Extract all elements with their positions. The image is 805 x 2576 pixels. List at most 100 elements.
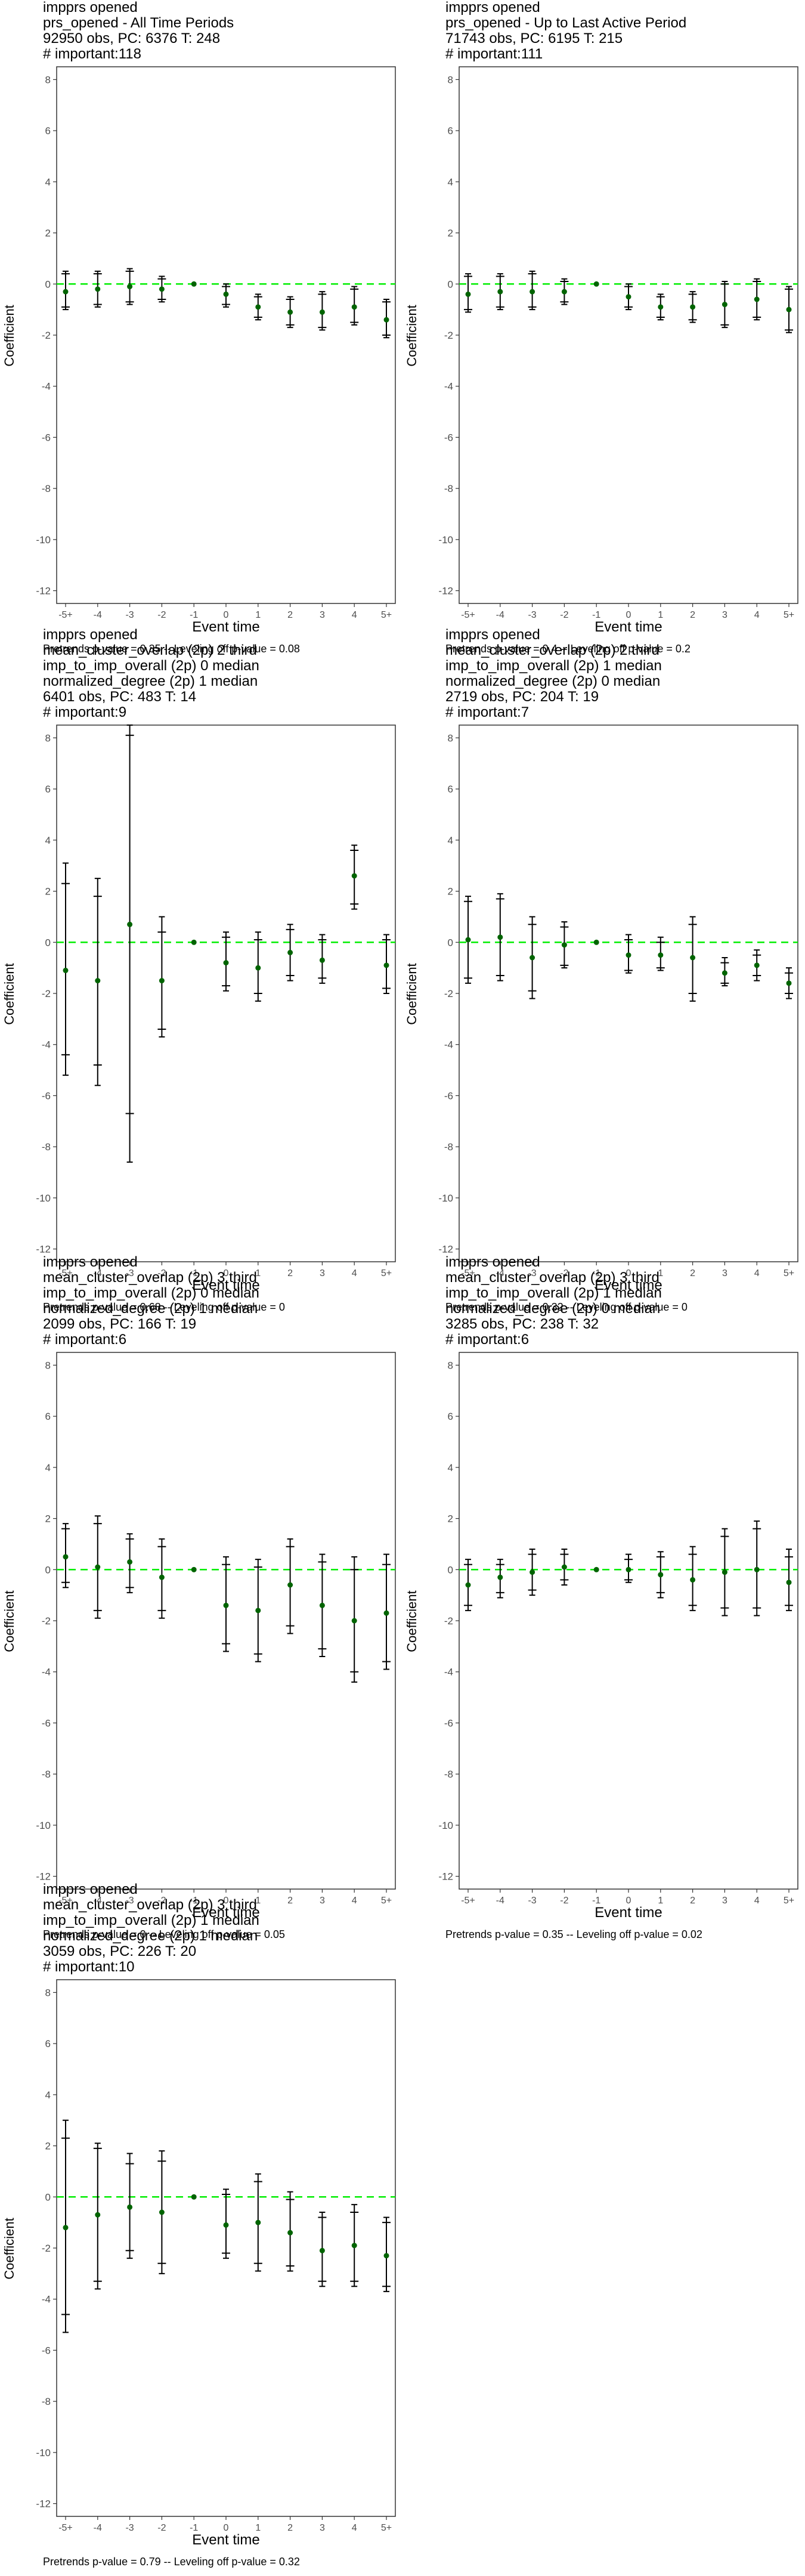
x-tick-label: -1 bbox=[190, 610, 198, 620]
y-tick-label: -10 bbox=[36, 534, 51, 546]
y-tick-label: -8 bbox=[42, 1141, 51, 1153]
x-axis-label: Event time bbox=[192, 1905, 260, 1921]
y-tick-label: -2 bbox=[42, 1615, 51, 1627]
pvalue-caption: Pretrends p-value = 0.4 -- Leveling off … bbox=[445, 643, 691, 655]
coefficient-point bbox=[191, 1566, 197, 1572]
chart-title-line: prs_opened - All Time Periods bbox=[43, 15, 234, 31]
x-tick-label: -2 bbox=[560, 610, 568, 620]
y-tick-label: 0 bbox=[45, 1564, 51, 1575]
y-tick-label: 8 bbox=[448, 732, 453, 744]
x-tick-label: 5+ bbox=[381, 610, 392, 620]
x-tick-label: -5+ bbox=[461, 1896, 475, 1906]
y-tick-label: 4 bbox=[45, 177, 51, 188]
x-tick-label: 3 bbox=[320, 610, 325, 620]
pvalue-caption: Pretrends p-value = 0.35 -- Leveling off… bbox=[445, 1928, 702, 1940]
y-tick-label: -10 bbox=[36, 1193, 51, 1204]
y-tick-label: -6 bbox=[444, 1717, 453, 1729]
pvalue-caption: Pretrends p-value = 0.79 -- Leveling off… bbox=[43, 2556, 300, 2568]
coefficient-point bbox=[287, 949, 293, 955]
coefficient-point bbox=[63, 289, 69, 295]
y-tick-label: -10 bbox=[438, 1820, 453, 1831]
x-tick-label: 2 bbox=[287, 1268, 293, 1278]
pvalue-caption: Pretrends p-value = 0.35 -- Leveling off… bbox=[43, 643, 300, 655]
plot-frame bbox=[56, 66, 396, 604]
chart-title-line: # important:10 bbox=[43, 1959, 135, 1975]
coefficient-point bbox=[658, 1572, 664, 1578]
x-tick-label: 1 bbox=[255, 1896, 261, 1906]
coefficient-point bbox=[497, 1574, 503, 1580]
x-axis-label: Event time bbox=[192, 1277, 260, 1293]
y-tick-label: 6 bbox=[45, 2038, 51, 2049]
x-axis-label: Event time bbox=[595, 1905, 662, 1921]
coefficient-point bbox=[159, 1574, 165, 1580]
chart-title-line: prs_opened - Up to Last Active Period bbox=[445, 15, 687, 31]
chart-title-line: 92950 obs, PC: 6376 T: 248 bbox=[43, 30, 221, 47]
chart-title-line: impprs opened bbox=[445, 0, 540, 16]
coefficient-point bbox=[255, 304, 261, 310]
coefficient-point bbox=[786, 306, 792, 312]
coefficient-point bbox=[191, 939, 197, 945]
x-tick-label: -4 bbox=[94, 610, 102, 620]
x-tick-label: 2 bbox=[690, 610, 695, 620]
y-tick-label: -8 bbox=[42, 483, 51, 494]
y-tick-label: -6 bbox=[42, 1090, 51, 1101]
coefficient-point bbox=[722, 1569, 727, 1575]
y-tick-label: -4 bbox=[42, 1667, 51, 1678]
plot-frame bbox=[56, 724, 396, 1262]
chart-title-line: normalized_degree (2p) 1 median bbox=[43, 1301, 258, 1317]
chart-title: impprs opened mean_cluster_overlap (2p) 2… bbox=[445, 627, 797, 720]
chart-title-line: impprs opened bbox=[43, 627, 138, 643]
chart-title-line: # important:118 bbox=[43, 46, 141, 62]
x-tick-label: 3 bbox=[320, 1896, 325, 1906]
chart-panel-3: impprs opened mean_cluster_overlap (2p) 2… bbox=[0, 627, 402, 1321]
pvalue-caption: Pretrends p-value = 0.68 -- Leveling off… bbox=[43, 1301, 285, 1313]
chart-title-line: imp_to_imp_overall (2p) 1 median bbox=[43, 1912, 259, 1928]
coefficient-point bbox=[561, 1564, 567, 1570]
coefficient-point bbox=[351, 304, 357, 310]
coefficient-point bbox=[287, 1582, 293, 1588]
coefficient-point bbox=[690, 304, 696, 310]
coefficient-point bbox=[223, 291, 229, 297]
x-tick-label: 2 bbox=[287, 610, 293, 620]
y-tick-label: -2 bbox=[42, 2243, 51, 2254]
y-tick-label: -8 bbox=[444, 1141, 453, 1153]
chart-title-line: mean_cluster_overlap (2p) 2 third bbox=[445, 642, 660, 658]
coefficient-point bbox=[383, 317, 389, 323]
x-tick-label: -5+ bbox=[58, 1896, 73, 1906]
x-tick-label: 4 bbox=[754, 1896, 760, 1906]
chart-title-line: 2099 obs, PC: 166 T: 19 bbox=[43, 1316, 197, 1332]
x-tick-label: 0 bbox=[626, 610, 631, 620]
coefficient-point bbox=[255, 1608, 261, 1614]
plot-frame bbox=[459, 724, 798, 1262]
coefficient-point bbox=[159, 978, 165, 984]
x-tick-label: 5+ bbox=[784, 610, 794, 620]
coefficient-point bbox=[626, 294, 631, 300]
y-tick-label: -6 bbox=[42, 1717, 51, 1729]
y-tick-label: 4 bbox=[448, 835, 453, 846]
y-tick-label: -2 bbox=[42, 330, 51, 341]
y-tick-label: 6 bbox=[45, 1411, 51, 1422]
x-tick-label: -4 bbox=[94, 1896, 102, 1906]
y-tick-label: 6 bbox=[45, 125, 51, 137]
coefficient-point bbox=[95, 1564, 101, 1570]
coefficient-point bbox=[690, 955, 696, 961]
x-tick-label: 4 bbox=[352, 1896, 357, 1906]
coefficient-point bbox=[561, 942, 567, 948]
coefficient-point bbox=[223, 2222, 229, 2228]
coefficient-point bbox=[287, 309, 293, 315]
x-tick-label: -3 bbox=[125, 610, 134, 620]
coefficient-point bbox=[383, 1610, 389, 1616]
coefficient-point bbox=[383, 962, 389, 968]
x-tick-label: 3 bbox=[320, 1268, 325, 1278]
chart-title-line: 3285 obs, PC: 238 T: 32 bbox=[445, 1316, 599, 1332]
chart-panel-1: impprs opened prs_opened - All Time Perio… bbox=[0, 0, 402, 663]
x-tick-label: -2 bbox=[157, 610, 166, 620]
y-tick-label: 4 bbox=[45, 1462, 51, 1473]
y-tick-label: 2 bbox=[448, 1513, 453, 1525]
chart-title-line: impprs opened bbox=[445, 1254, 540, 1270]
x-tick-label: 3 bbox=[722, 1268, 727, 1278]
x-tick-label: 1 bbox=[658, 610, 663, 620]
y-tick-label: 8 bbox=[45, 74, 51, 85]
